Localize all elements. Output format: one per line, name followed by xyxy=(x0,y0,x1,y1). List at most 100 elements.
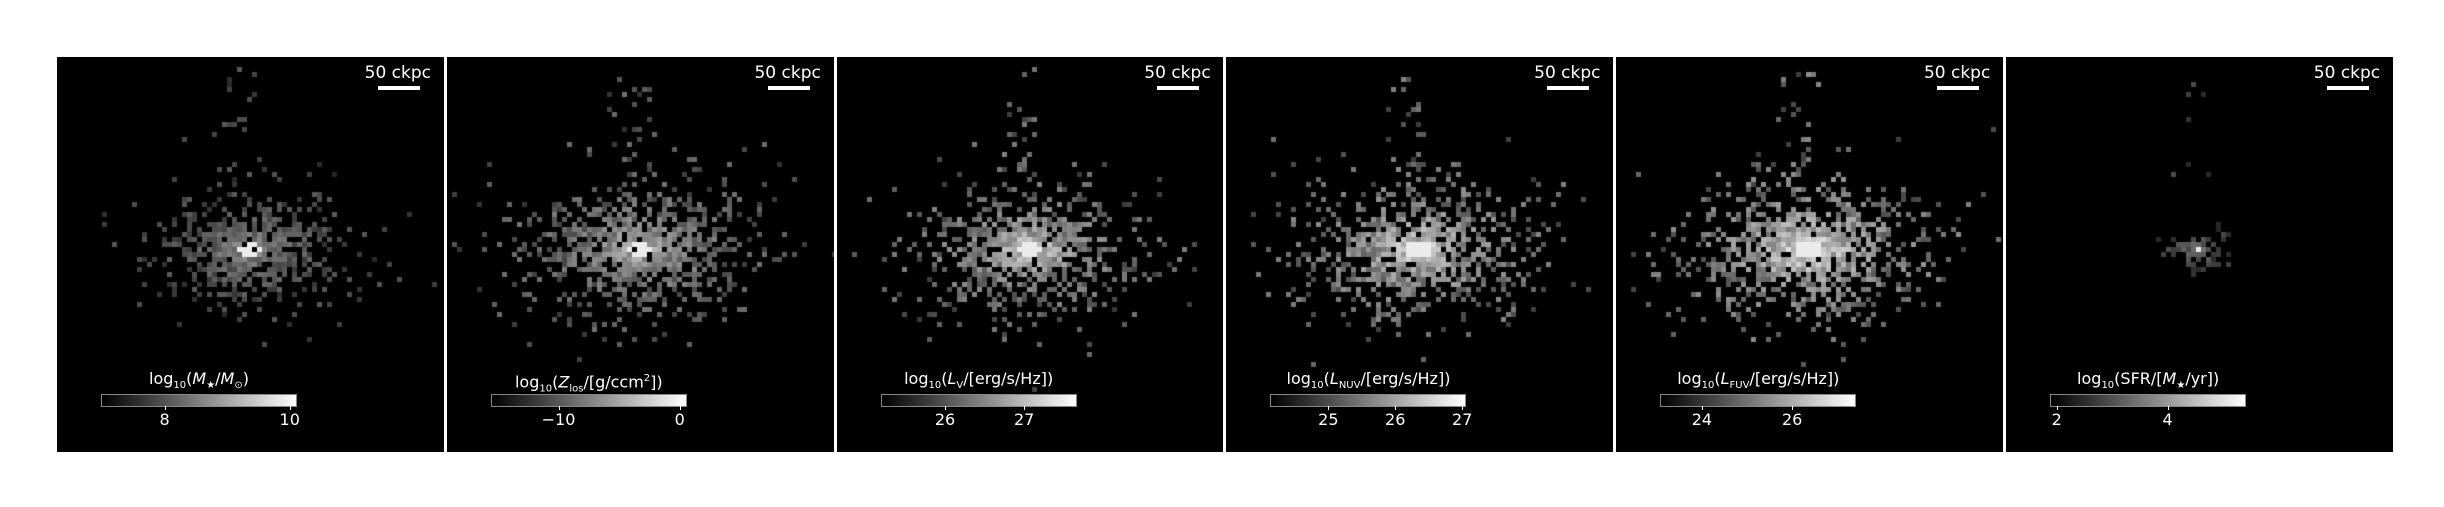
colorbar-title-prefix: log xyxy=(514,372,540,392)
colorbar-tick xyxy=(164,406,166,410)
colorbar-title-close: ) xyxy=(242,369,249,388)
scale-bar-label: 50 ckpc xyxy=(364,63,432,83)
colorbar-tick-label: 4 xyxy=(2162,410,2173,429)
colorbar-tick xyxy=(558,406,560,410)
scale-bar xyxy=(1937,86,1980,90)
scale-bar-label: 50 ckpc xyxy=(1534,63,1601,83)
colorbar-title-mid: /[erg/s/Hz]) xyxy=(1360,369,1451,388)
colorbar-title-sub: 10 xyxy=(928,380,942,392)
colorbar-tick-label: 8 xyxy=(159,410,170,429)
colorbar-title-var-sub: NUV xyxy=(1338,380,1361,392)
colorbar-title-var: L xyxy=(947,369,957,388)
galaxy-map-image xyxy=(836,57,1224,452)
colorbar-title-prefix: log xyxy=(149,369,174,388)
galaxy-map-image xyxy=(1226,57,1614,452)
colorbar-title-mid: / xyxy=(215,369,221,388)
colorbar-tick-label: 24 xyxy=(1691,410,1713,429)
colorbar xyxy=(1660,394,1857,407)
scale-bar-label: 50 ckpc xyxy=(2313,63,2381,83)
colorbar-title-open: ( xyxy=(552,372,559,392)
colorbar-tick xyxy=(679,406,681,410)
map-panel: 50 ckpc log10(LV/[erg/s/Hz]) 26 27 xyxy=(836,57,1224,452)
colorbar-tick-label: −10 xyxy=(541,410,576,429)
colorbar-title: log10(SFR/[M★/yr]) xyxy=(2050,369,2246,396)
colorbar-tick xyxy=(2167,406,2169,410)
galaxy-map-image xyxy=(57,57,444,452)
colorbar-title-open: (SFR/[ xyxy=(2114,369,2163,388)
colorbar-tick xyxy=(1792,406,1794,410)
colorbar-title-sub: 10 xyxy=(2101,380,2115,392)
colorbar-title-sub: 10 xyxy=(539,383,553,395)
colorbar-tick-label: 10 xyxy=(279,410,300,429)
colorbar-title-open: ( xyxy=(941,369,948,388)
colorbar-title-sup: 2 xyxy=(643,373,651,384)
map-panel: 50 ckpc log10(M★/M⊙) 8 10 xyxy=(57,57,444,452)
colorbar-title-prefix: log xyxy=(904,369,929,388)
colorbar-tick xyxy=(289,406,291,410)
scale-bar-label: 50 ckpc xyxy=(754,63,821,83)
colorbar-title-sub: 10 xyxy=(1310,380,1324,392)
galaxy-map-image xyxy=(446,57,834,452)
colorbar-title-prefix: log xyxy=(1286,369,1311,388)
scale-bar xyxy=(1547,86,1590,90)
colorbar-title-prefix: log xyxy=(1677,369,1702,388)
colorbar-title: log10(Zlos/[g/ccm2]) xyxy=(491,369,687,400)
map-panel: 50 ckpc log10(Zlos/[g/ccm2]) −10 0 xyxy=(446,57,834,452)
colorbar-tick-label: 26 xyxy=(1385,410,1406,429)
colorbar-tick xyxy=(1395,406,1397,410)
colorbar-title: log10(LNUV/[erg/s/Hz]) xyxy=(1270,369,1466,396)
colorbar-title-var: M xyxy=(192,369,207,388)
map-panel: 50 ckpc log10(LFUV/[erg/s/Hz]) 24 26 xyxy=(1616,57,2004,452)
colorbar xyxy=(880,394,1077,407)
colorbar-title-var: M xyxy=(2162,369,2177,388)
map-panel: 50 ckpc log10(SFR/[M★/yr]) 2 4 xyxy=(2006,57,2393,452)
colorbar-tick xyxy=(2056,406,2058,410)
colorbar-title-mid: /yr]) xyxy=(2185,369,2220,388)
colorbar-title-prefix: log xyxy=(2077,369,2102,388)
scale-bar xyxy=(1157,86,1200,90)
scale-bar-label: 50 ckpc xyxy=(1144,63,1211,83)
scale-bar xyxy=(767,86,810,90)
scale-bar-label: 50 ckpc xyxy=(1923,63,1991,83)
colorbar-tick-label: 27 xyxy=(1013,410,1035,429)
colorbar-title: log10(LV/[erg/s/Hz]) xyxy=(881,369,1077,396)
colorbar-tick xyxy=(945,406,946,410)
colorbar-title: log10(LFUV/[erg/s/Hz]) xyxy=(1660,369,1856,396)
colorbar-title-open: ( xyxy=(1714,369,1721,388)
galaxy-map-image xyxy=(2006,57,2393,452)
colorbar-tick xyxy=(1462,406,1464,410)
colorbar-title-var-sub: ★ xyxy=(2176,380,2186,392)
colorbar-tick xyxy=(1328,406,1330,410)
colorbar-title-close: ]) xyxy=(650,372,663,392)
galaxy-map-image xyxy=(1616,57,2004,452)
colorbar xyxy=(2050,394,2247,407)
image-strip: 50 ckpc log10(M★/M⊙) 8 10 50 ckpc log10(Zlos/… xyxy=(57,57,2393,452)
scale-bar xyxy=(2326,86,2369,90)
map-panel: 50 ckpc log10(LNUV/[erg/s/Hz]) 25 26 27 xyxy=(1226,57,1614,452)
colorbar-tick-label: 25 xyxy=(1318,410,1339,429)
colorbar-tick-label: 2 xyxy=(2051,410,2062,429)
colorbar-title-var-sub: FUV xyxy=(1729,380,1750,392)
colorbar-title-mid: /[erg/s/Hz]) xyxy=(1749,369,1840,388)
scale-bar xyxy=(377,86,420,90)
colorbar xyxy=(490,394,687,407)
colorbar-title-mid: /[erg/s/Hz]) xyxy=(963,369,1054,388)
colorbar xyxy=(101,394,297,407)
colorbar-title-var-sub: V xyxy=(956,380,964,392)
colorbar-title-var-sub: ★ xyxy=(206,380,216,392)
colorbar-tick-label: 26 xyxy=(1781,410,1803,429)
colorbar-title-var: Z xyxy=(558,372,570,392)
colorbar-title-open: ( xyxy=(186,369,193,388)
colorbar-title-open: ( xyxy=(1323,369,1330,388)
colorbar xyxy=(1270,394,1467,407)
colorbar-tick xyxy=(1024,406,1026,410)
colorbar-title-sub: 10 xyxy=(1701,380,1715,392)
colorbar-tick-label: 27 xyxy=(1451,410,1473,429)
colorbar-title-var-sub: los xyxy=(569,383,584,395)
colorbar-tick-label: 0 xyxy=(674,410,685,429)
colorbar-title-var2-sub: ⊙ xyxy=(234,380,243,392)
colorbar-tick xyxy=(1701,406,1703,410)
colorbar-title-sub: 10 xyxy=(173,380,187,392)
colorbar-title: log10(M★/M⊙) xyxy=(101,369,297,396)
colorbar-title-var: L xyxy=(1329,369,1339,388)
